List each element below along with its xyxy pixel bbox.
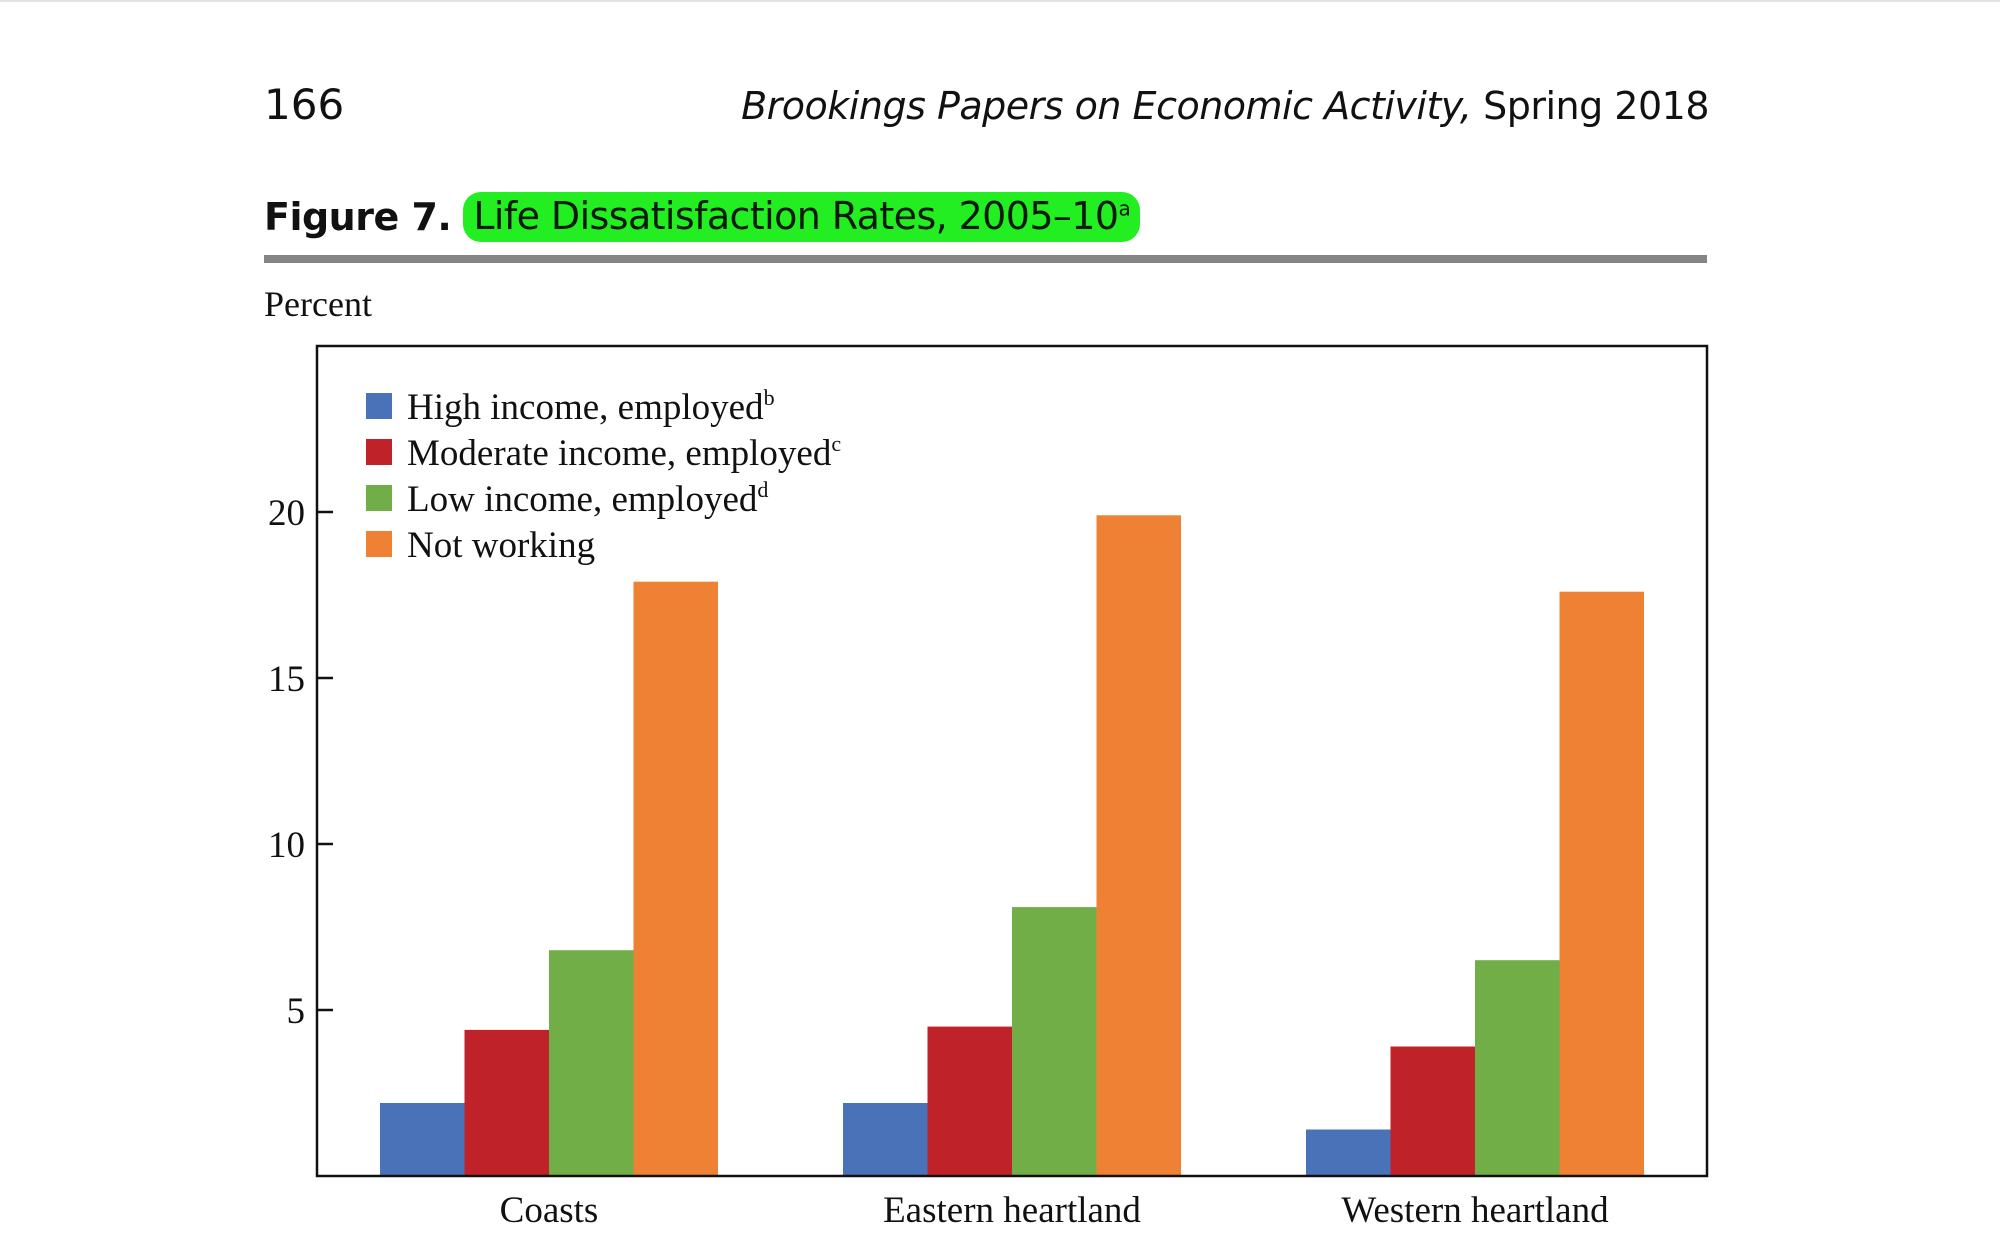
- legend-label-not-working: Not working: [407, 525, 595, 566]
- y-tick-label: 20: [268, 493, 305, 534]
- x-tick-label-coasts: Coasts: [500, 1190, 599, 1231]
- legend-label-moderate-income-employed: Moderate income, employedc: [407, 431, 841, 474]
- bar-coasts-not-working: [633, 581, 718, 1176]
- bar-eastern-heartland-low-income-employed: [1012, 907, 1097, 1176]
- bar-coasts-low-income-employed: [549, 950, 634, 1176]
- journal-issue: Spring 2018: [1471, 84, 1709, 128]
- bars-group: [380, 515, 1644, 1176]
- bar-western-heartland-not-working: [1559, 591, 1644, 1176]
- legend-label-high-income-employed: High income, employedb: [407, 385, 775, 428]
- running-header: Brookings Papers on Economic Activity, S…: [741, 84, 1709, 128]
- bar-eastern-heartland-not-working: [1096, 515, 1181, 1176]
- x-axis-labels: Coasts Eastern heartland Western heartland: [500, 1190, 1609, 1231]
- bar-western-heartland-moderate-income-employed: [1390, 1046, 1475, 1176]
- legend-swatch-high-income-employed: [366, 393, 392, 419]
- legend-note: c: [831, 431, 841, 456]
- x-tick-label-eastern-heartland: Eastern heartland: [883, 1190, 1141, 1231]
- figure-title-note: a: [1118, 196, 1131, 221]
- figure-title-highlight: Life Dissatisfaction Rates, 2005–10a: [463, 192, 1141, 242]
- x-tick-label-western-heartland: Western heartland: [1341, 1190, 1609, 1231]
- legend-label-low-income-employed: Low income, employedd: [407, 477, 768, 520]
- figure-rule: [264, 255, 1707, 263]
- top-border: [0, 0, 2000, 2]
- bar-coasts-moderate-income-employed: [464, 1029, 549, 1176]
- y-axis-label: Percent: [264, 284, 372, 324]
- legend-swatch-not-working: [366, 531, 392, 557]
- figure-title: Life Dissatisfaction Rates, 2005–10: [473, 194, 1119, 238]
- bar-western-heartland-low-income-employed: [1475, 960, 1560, 1176]
- y-axis-ticks: 5 10 15 20: [268, 493, 333, 1032]
- page-number: 166: [264, 80, 345, 129]
- legend-note: b: [764, 385, 775, 410]
- legend-swatch-moderate-income-employed: [366, 439, 392, 465]
- figure-caption: Figure 7. Life Dissatisfaction Rates, 200…: [264, 192, 1141, 248]
- bar-eastern-heartland-high-income-employed: [843, 1103, 928, 1176]
- plot-frame: [315, 344, 1709, 1178]
- y-tick-label: 5: [287, 991, 306, 1032]
- y-tick-label: 10: [268, 825, 305, 866]
- figure-label: Figure 7.: [264, 195, 452, 239]
- journal-name: Brookings Papers on Economic Activity,: [741, 84, 1472, 128]
- legend-swatch-low-income-employed: [366, 485, 392, 511]
- legend-note: d: [757, 477, 768, 502]
- bar-western-heartland-high-income-employed: [1306, 1129, 1391, 1176]
- bar-eastern-heartland-moderate-income-employed: [927, 1026, 1012, 1176]
- bar-coasts-high-income-employed: [380, 1103, 465, 1176]
- y-tick-label: 15: [268, 659, 305, 700]
